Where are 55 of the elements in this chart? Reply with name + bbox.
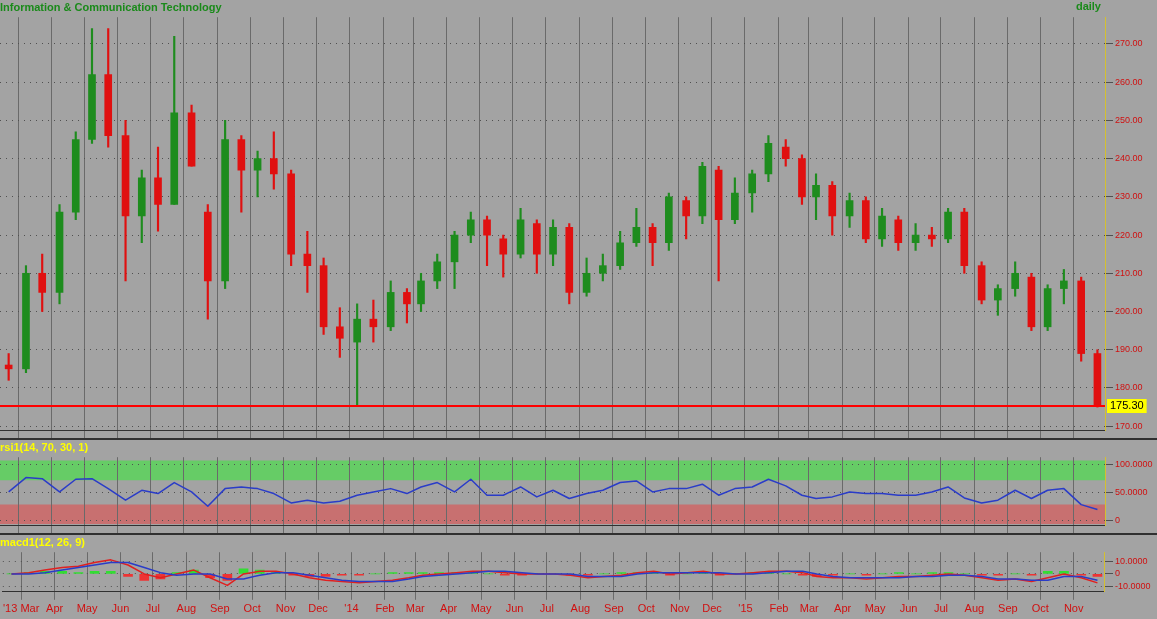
chart-title: rsi1(14, 70, 30, 1) bbox=[0, 440, 89, 453]
x-tick-label: Mar bbox=[799, 602, 820, 615]
y-tick-label: 200.00 bbox=[1115, 306, 1143, 316]
y-tick-label: 10.0000 bbox=[1115, 555, 1148, 566]
x-tick-label: Nov bbox=[275, 602, 296, 615]
x-tick-label: May bbox=[864, 602, 886, 615]
x-tick-label: Jun bbox=[111, 602, 130, 615]
x-tick-label: Jul bbox=[145, 602, 160, 615]
x-tick-label: Apr bbox=[46, 602, 64, 615]
y-tick-label: 260.00 bbox=[1115, 76, 1143, 87]
y-tick-label: 220.00 bbox=[1115, 229, 1143, 240]
y-tick-label: -10.0000 bbox=[1115, 581, 1151, 592]
x-tick-label: Mar bbox=[405, 602, 425, 615]
x-tick-label: Jun bbox=[899, 602, 918, 615]
x-tick-label: '15 bbox=[738, 602, 753, 615]
x-tick-label: Oct bbox=[637, 602, 655, 615]
x-tick-label: Aug bbox=[176, 602, 197, 615]
y-tick-label: 180.00 bbox=[1115, 382, 1143, 393]
y-tick-label: 230.00 bbox=[1115, 191, 1143, 202]
text: daily bbox=[1075, 0, 1102, 12]
y-tick-label: 190.00 bbox=[1115, 344, 1143, 355]
y-tick-label: 170.00 bbox=[1115, 420, 1143, 431]
y-tick-label: 250.00 bbox=[1115, 114, 1143, 125]
x-tick-label: Apr bbox=[834, 602, 852, 615]
x-tick-label: Sep bbox=[210, 602, 230, 615]
x-tick-label: Apr bbox=[440, 602, 458, 615]
ref-line-label: 175.30 bbox=[1110, 398, 1144, 411]
x-tick-label: Feb bbox=[769, 602, 789, 615]
y-tick-label: 240.00 bbox=[1115, 153, 1143, 164]
x-tick-label: Dec bbox=[702, 602, 723, 615]
x-tick-label: May bbox=[76, 602, 98, 615]
x-tick-label: Jun bbox=[505, 602, 524, 615]
x-tick-label: '13 Mar bbox=[3, 602, 40, 615]
x-tick-label: '14 bbox=[344, 602, 359, 615]
x-tick-label: Jul bbox=[933, 602, 948, 615]
y-tick-label: 0 bbox=[1115, 568, 1121, 579]
x-tick-label: Dec bbox=[308, 602, 329, 615]
y-tick-label: 100.0000 bbox=[1115, 459, 1153, 470]
x-tick-label: May bbox=[470, 602, 492, 615]
chart-title: macd1(12, 26, 9) bbox=[0, 535, 86, 548]
x-tick-label: Sep bbox=[604, 602, 624, 615]
x-tick-label: Oct bbox=[243, 602, 261, 615]
x-tick-label: Aug bbox=[570, 602, 591, 615]
y-tick-label: 50.0000 bbox=[1115, 486, 1148, 497]
x-tick-label: Aug bbox=[964, 602, 985, 615]
x-tick-label: Feb bbox=[375, 602, 395, 615]
chart-title: Information & Communication Technology bbox=[0, 0, 223, 13]
y-tick-label: 210.00 bbox=[1115, 267, 1143, 278]
x-tick-label: Sep bbox=[998, 602, 1018, 615]
x-tick-label: Jul bbox=[539, 602, 554, 615]
y-tick-label: 270.00 bbox=[1115, 38, 1143, 49]
x-tick-label: Nov bbox=[1063, 602, 1084, 615]
x-tick-label: Nov bbox=[669, 602, 690, 615]
y-tick-label: 0 bbox=[1115, 514, 1121, 525]
x-tick-label: Oct bbox=[1031, 602, 1049, 615]
